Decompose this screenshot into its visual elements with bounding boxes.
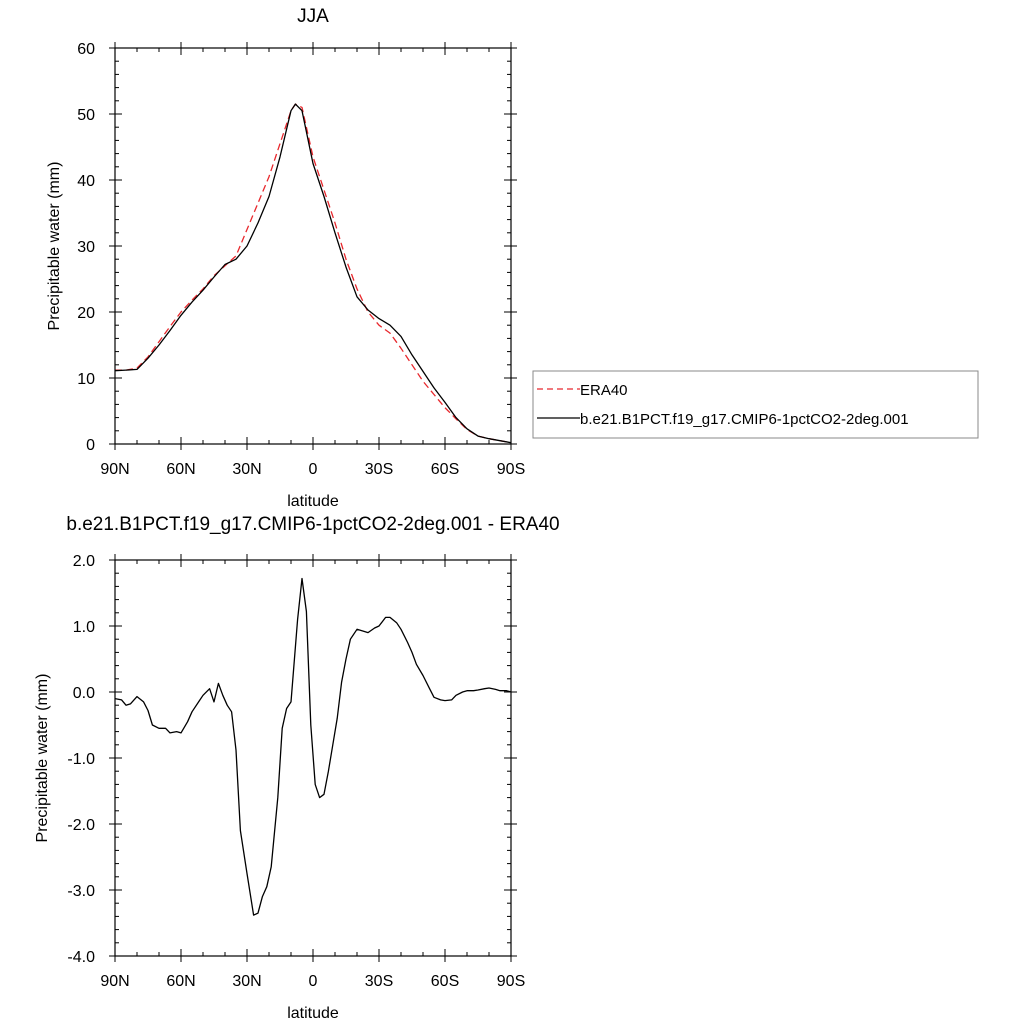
top-chart-title: JJA <box>297 6 329 27</box>
top-x-tick-label: 30N <box>232 461 261 478</box>
top-y-tick-label: 20 <box>77 305 95 322</box>
top-y-tick-label: 60 <box>77 41 95 58</box>
bottom-y-tick-label: 2.0 <box>73 553 95 570</box>
bottom-plot-frame <box>114 559 512 957</box>
bottom-panel: b.e21.B1PCT.f19_g17.CMIP6-1pctCO2-2deg.0… <box>34 514 560 1022</box>
top-x-tick-label: 60S <box>431 461 459 478</box>
bottom-y-tick-label: -3.0 <box>67 883 95 900</box>
bottom-x-tick-label: 30N <box>232 973 261 990</box>
bottom-y-tick-label: -1.0 <box>67 751 95 768</box>
top-y-tick-label: 10 <box>77 371 95 388</box>
bottom-x-tick-label: 30S <box>365 973 393 990</box>
legend-label-model: b.e21.B1PCT.f19_g17.CMIP6-1pctCO2-2deg.0… <box>580 411 909 428</box>
top-x-axis-label: latitude <box>287 493 339 510</box>
bottom-y-axis-label: Precipitable water (mm) <box>34 674 51 843</box>
bottom-y-tick-label: 0.0 <box>73 685 95 702</box>
top-ticks <box>109 42 517 450</box>
top-y-axis-label: Precipitable water (mm) <box>46 162 63 331</box>
top-panel: JJA 90N 60N 30N 0 30S 60S 90S 0 10 20 30 40 50 60 lat… <box>46 6 525 510</box>
top-y-tick-label: 30 <box>77 239 95 256</box>
bottom-x-tick-label: 0 <box>309 973 318 990</box>
top-y-tick-label: 0 <box>86 437 95 454</box>
bottom-x-tick-label: 90S <box>497 973 525 990</box>
top-series-line-model <box>114 103 512 444</box>
top-series-line-era40 <box>115 103 512 444</box>
bottom-y-tick-label: -4.0 <box>67 949 95 966</box>
legend: ERA40 b.e21.B1PCT.f19_g17.CMIP6-1pctCO2-… <box>532 370 979 439</box>
bottom-ticks <box>109 554 517 962</box>
legend-label-era40: ERA40 <box>580 382 628 399</box>
bottom-y-tick-label: 1.0 <box>73 619 95 636</box>
top-x-tick-label: 60N <box>166 461 195 478</box>
top-x-tick-label: 0 <box>309 461 318 478</box>
legend-box <box>532 370 979 439</box>
top-x-tick-label: 90N <box>100 461 129 478</box>
top-y-tick-label: 40 <box>77 173 95 190</box>
top-series-group <box>114 103 512 444</box>
bottom-chart-title: b.e21.B1PCT.f19_g17.CMIP6-1pctCO2-2deg.0… <box>66 514 559 535</box>
top-y-tick-label: 50 <box>77 107 95 124</box>
top-x-tick-label: 90S <box>497 461 525 478</box>
bottom-x-tick-label: 90N <box>100 973 129 990</box>
top-x-tick-label: 30S <box>365 461 393 478</box>
top-plot-frame <box>114 47 512 445</box>
bottom-series-group <box>114 577 512 916</box>
bottom-tick-labels: 90N 60N 30N 0 30S 60S 90S -4.0 -3.0 -2.0 -1.0 0.0 1.… <box>67 553 525 990</box>
bottom-x-axis-label: latitude <box>287 1005 339 1022</box>
bottom-series-line-difference <box>114 577 512 916</box>
bottom-x-tick-label: 60N <box>166 973 195 990</box>
bottom-y-tick-label: -2.0 <box>67 817 95 834</box>
top-tick-labels: 90N 60N 30N 0 30S 60S 90S 0 10 20 30 40 50 60 <box>77 41 525 478</box>
bottom-x-tick-label: 60S <box>431 973 459 990</box>
